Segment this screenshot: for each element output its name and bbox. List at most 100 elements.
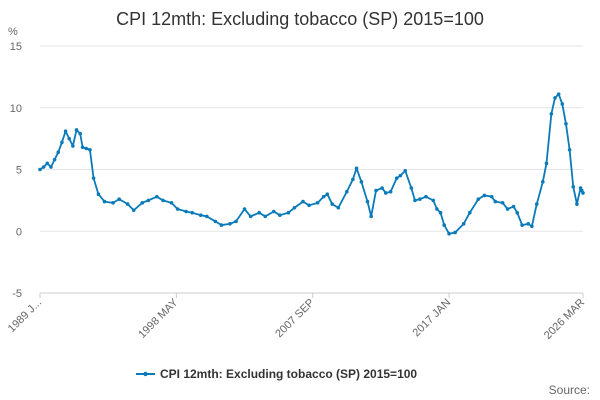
data-point[interactable]	[505, 207, 510, 211]
data-point[interactable]	[388, 189, 393, 194]
data-point[interactable]	[511, 204, 516, 209]
data-point[interactable]	[383, 191, 388, 195]
data-point[interactable]	[325, 192, 330, 196]
data-point[interactable]	[549, 112, 554, 116]
data-point[interactable]	[345, 189, 349, 194]
data-point[interactable]	[571, 184, 576, 189]
data-point[interactable]	[198, 213, 203, 217]
data-point[interactable]	[493, 199, 498, 204]
data-point[interactable]	[575, 202, 579, 206]
data-point[interactable]	[354, 166, 359, 171]
data-point[interactable]	[447, 231, 451, 236]
data-point[interactable]	[461, 222, 466, 226]
data-point[interactable]	[581, 191, 585, 195]
data-point[interactable]	[351, 177, 355, 182]
data-point[interactable]	[336, 205, 341, 210]
data-point[interactable]	[45, 161, 50, 166]
data-point[interactable]	[365, 199, 370, 204]
data-point[interactable]	[257, 210, 261, 215]
data-point[interactable]	[63, 129, 68, 134]
data-point[interactable]	[418, 197, 422, 201]
data-point[interactable]	[38, 167, 42, 172]
data-point[interactable]	[369, 214, 373, 219]
data-point[interactable]	[234, 219, 238, 224]
data-point[interactable]	[515, 210, 520, 215]
data-point[interactable]	[544, 161, 549, 166]
data-point[interactable]	[330, 202, 335, 206]
data-point[interactable]	[169, 201, 174, 205]
data-point[interactable]	[553, 96, 557, 100]
data-point[interactable]	[78, 131, 82, 136]
data-point[interactable]	[228, 222, 232, 226]
data-point[interactable]	[88, 147, 92, 152]
data-point[interactable]	[80, 145, 85, 150]
data-point[interactable]	[424, 194, 428, 199]
data-point[interactable]	[131, 208, 136, 213]
data-point[interactable]	[56, 150, 61, 155]
data-point[interactable]	[442, 223, 447, 227]
data-point[interactable]	[374, 188, 378, 193]
data-point[interactable]	[67, 136, 72, 141]
data-point[interactable]	[146, 198, 151, 203]
data-point[interactable]	[560, 102, 565, 106]
data-point[interactable]	[52, 157, 57, 162]
data-point[interactable]	[476, 197, 481, 201]
data-point[interactable]	[413, 198, 417, 203]
data-point[interactable]	[315, 201, 320, 205]
data-point[interactable]	[403, 168, 408, 173]
data-point[interactable]	[301, 199, 305, 204]
data-point[interactable]	[190, 210, 194, 215]
data-point[interactable]	[500, 201, 505, 205]
data-point[interactable]	[41, 165, 46, 169]
data-point[interactable]	[359, 180, 364, 184]
data-point[interactable]	[541, 180, 545, 184]
data-point[interactable]	[398, 173, 403, 178]
data-point[interactable]	[453, 230, 457, 235]
data-point[interactable]	[286, 210, 291, 215]
data-point[interactable]	[117, 197, 121, 201]
data-point[interactable]	[49, 165, 53, 169]
data-point[interactable]	[213, 219, 218, 224]
data-point[interactable]	[161, 198, 165, 203]
data-point[interactable]	[248, 214, 253, 219]
data-point[interactable]	[431, 198, 436, 203]
data-point[interactable]	[520, 223, 524, 227]
data-point[interactable]	[71, 144, 75, 148]
data-point[interactable]	[482, 193, 487, 198]
data-point[interactable]	[242, 207, 247, 211]
data-point[interactable]	[435, 207, 439, 211]
data-point[interactable]	[271, 209, 276, 214]
data-point[interactable]	[84, 146, 89, 151]
data-point[interactable]	[307, 203, 311, 208]
legend[interactable]: CPI 12mth: Excluding tobacco (SP) 2015=1…	[136, 367, 417, 381]
data-point[interactable]	[292, 205, 297, 210]
data-point[interactable]	[564, 122, 568, 126]
data-point[interactable]	[205, 214, 209, 219]
data-point[interactable]	[567, 147, 572, 152]
data-point[interactable]	[74, 128, 79, 132]
data-point[interactable]	[60, 140, 64, 145]
data-point[interactable]	[534, 202, 539, 206]
data-point[interactable]	[530, 224, 534, 229]
data-point[interactable]	[96, 192, 101, 196]
data-point[interactable]	[489, 194, 494, 199]
data-point[interactable]	[219, 223, 224, 227]
data-point[interactable]	[321, 194, 326, 199]
data-point[interactable]	[125, 202, 130, 206]
data-point[interactable]	[467, 210, 472, 215]
data-point[interactable]	[278, 213, 282, 217]
data-point[interactable]	[140, 201, 145, 205]
data-point[interactable]	[394, 176, 399, 180]
data-point[interactable]	[111, 201, 115, 205]
data-point[interactable]	[526, 222, 531, 226]
data-point[interactable]	[184, 209, 188, 214]
data-point[interactable]	[409, 186, 414, 190]
data-point[interactable]	[263, 214, 268, 219]
data-point[interactable]	[102, 199, 107, 204]
data-point[interactable]	[556, 92, 561, 96]
data-point[interactable]	[91, 176, 96, 180]
data-point[interactable]	[438, 210, 443, 215]
data-point[interactable]	[175, 207, 180, 211]
data-point[interactable]	[155, 194, 159, 199]
data-point[interactable]	[380, 186, 384, 190]
